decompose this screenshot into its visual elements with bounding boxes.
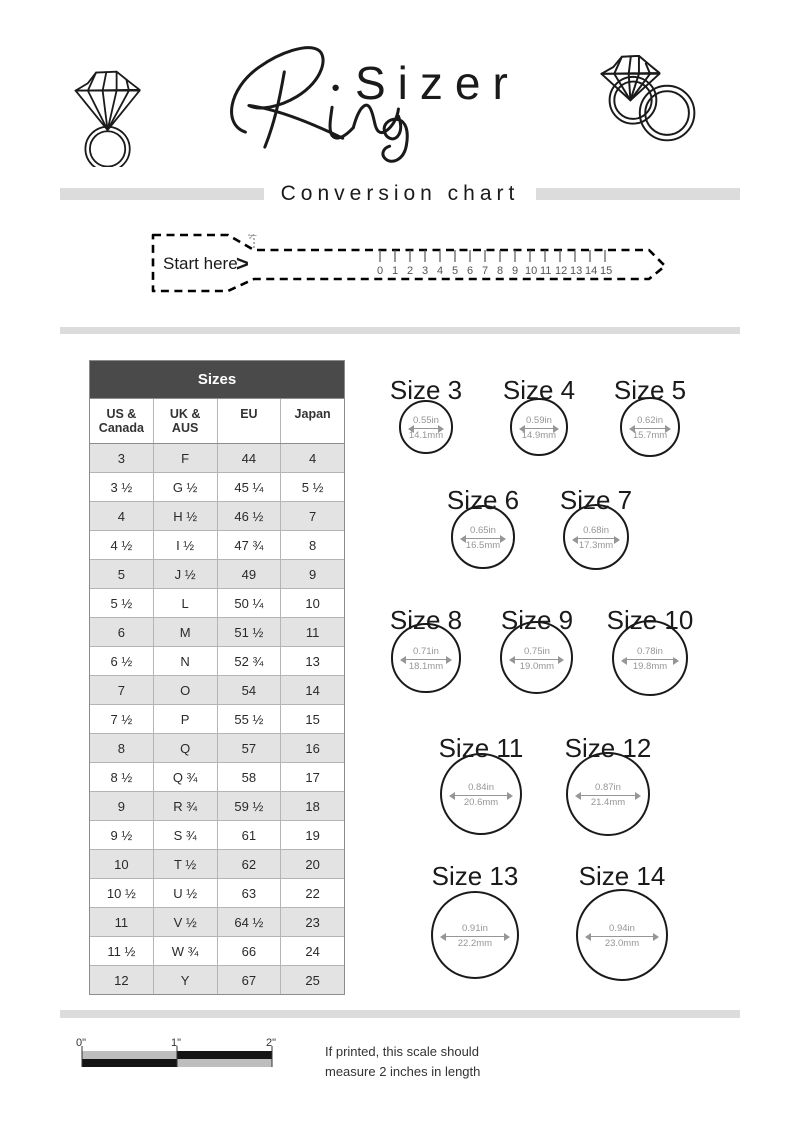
svg-text:6: 6 (467, 265, 473, 277)
svg-text:14: 14 (585, 265, 597, 277)
svg-text:1: 1 (392, 265, 398, 277)
svg-text:4: 4 (437, 265, 443, 277)
svg-text:12: 12 (555, 265, 567, 277)
svg-text:✃: ✃ (248, 231, 257, 243)
svg-text:5: 5 (452, 265, 458, 277)
svg-text:3: 3 (422, 265, 428, 277)
svg-text:9: 9 (512, 265, 518, 277)
svg-text:0: 0 (377, 265, 383, 277)
svg-text:0": 0" (76, 1038, 86, 1049)
svg-text:1": 1" (171, 1038, 181, 1049)
svg-text:8: 8 (497, 265, 503, 277)
svg-text:7: 7 (482, 265, 488, 277)
svg-text:>: > (236, 251, 249, 276)
svg-text:2: 2 (407, 265, 413, 277)
svg-text:15: 15 (600, 265, 612, 277)
svg-text:11: 11 (540, 265, 551, 277)
svg-text:2": 2" (266, 1038, 276, 1049)
svg-text:Start here: Start here (163, 254, 238, 273)
svg-text:13: 13 (570, 265, 582, 277)
svg-text:10: 10 (525, 265, 537, 277)
